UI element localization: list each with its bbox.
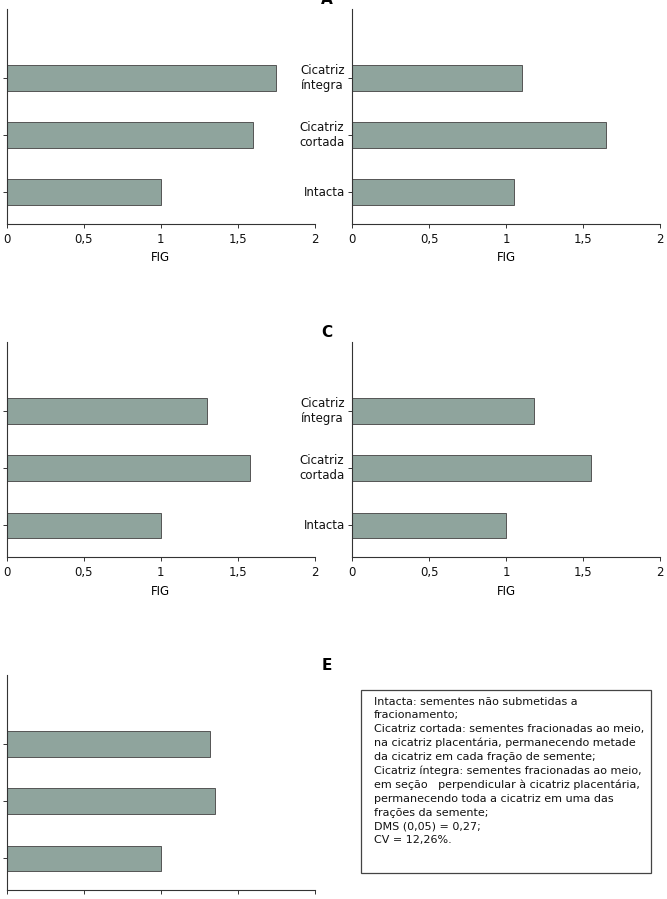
Bar — [7, 180, 161, 205]
Bar — [7, 788, 215, 814]
Bar — [362, 690, 651, 873]
Bar — [352, 180, 514, 205]
Bar — [352, 512, 506, 539]
Bar — [352, 65, 522, 91]
Bar — [7, 398, 207, 423]
Bar — [352, 398, 534, 423]
Bar — [7, 846, 161, 871]
Bar — [7, 731, 210, 757]
Bar — [7, 455, 250, 481]
Text: E: E — [321, 658, 331, 673]
X-axis label: FIG: FIG — [497, 252, 516, 264]
X-axis label: FIG: FIG — [151, 252, 170, 264]
Text: C: C — [321, 325, 332, 340]
X-axis label: FIG: FIG — [497, 584, 516, 598]
Text: A: A — [321, 0, 333, 7]
Bar — [352, 122, 606, 148]
Bar — [352, 455, 591, 481]
Bar — [7, 65, 276, 91]
Text: Intacta: sementes não submetidas a
fracionamento;
Cicatriz cortada: sementes fra: Intacta: sementes não submetidas a fraci… — [374, 697, 644, 845]
X-axis label: FIG: FIG — [151, 584, 170, 598]
Bar — [7, 512, 161, 539]
Bar — [7, 122, 253, 148]
